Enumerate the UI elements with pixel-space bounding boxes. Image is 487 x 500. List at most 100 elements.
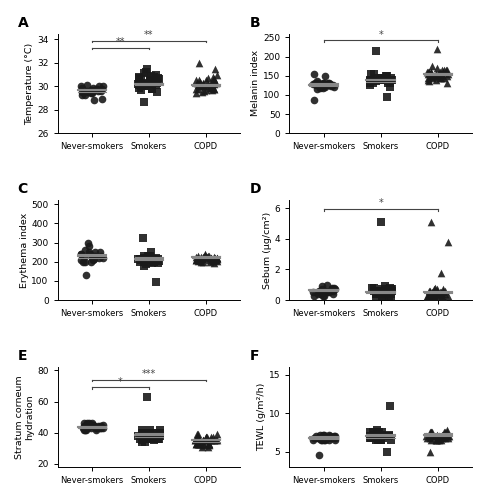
- Point: [441, 74, 449, 82]
- Point: [434, 290, 442, 298]
- Point: [140, 98, 148, 106]
- Point: [317, 288, 325, 296]
- Point: [434, 288, 442, 296]
- Point: [324, 80, 332, 88]
- Point: [424, 76, 432, 84]
- Point: [206, 258, 214, 266]
- Point: [140, 258, 148, 266]
- Point: [147, 435, 154, 443]
- Point: [386, 402, 394, 409]
- Point: [85, 88, 93, 96]
- Point: [83, 81, 91, 89]
- Point: [423, 293, 431, 301]
- Point: [199, 255, 206, 263]
- Point: [444, 238, 451, 246]
- Point: [201, 251, 208, 259]
- Point: [196, 255, 204, 263]
- Point: [88, 90, 96, 98]
- Point: [443, 66, 451, 74]
- Point: [143, 393, 150, 401]
- Point: [432, 286, 440, 294]
- Point: [436, 290, 444, 298]
- Point: [154, 435, 162, 443]
- Point: [210, 256, 218, 264]
- Point: [438, 290, 446, 298]
- Point: [97, 252, 105, 260]
- Point: [147, 79, 154, 87]
- Point: [94, 424, 101, 432]
- Point: [321, 72, 329, 80]
- Point: [211, 78, 219, 86]
- Point: [138, 426, 146, 434]
- Point: [387, 76, 394, 84]
- Point: [88, 254, 96, 262]
- Point: [94, 422, 102, 430]
- Point: [372, 290, 380, 298]
- Point: [439, 293, 447, 301]
- Point: [87, 90, 95, 98]
- Point: [439, 287, 447, 295]
- Point: [90, 252, 98, 260]
- Point: [194, 81, 202, 89]
- Point: [323, 281, 331, 289]
- Text: F: F: [249, 349, 259, 363]
- Point: [135, 84, 143, 92]
- Point: [316, 452, 323, 460]
- Point: [140, 252, 148, 260]
- Point: [371, 74, 378, 82]
- Point: [196, 255, 204, 263]
- Point: [137, 256, 145, 264]
- Point: [203, 82, 210, 90]
- Point: [331, 83, 338, 91]
- Point: [366, 78, 374, 86]
- Point: [209, 73, 217, 81]
- Point: [444, 434, 452, 442]
- Point: [207, 82, 215, 90]
- Point: [209, 76, 217, 84]
- Point: [435, 432, 443, 440]
- Point: [319, 84, 327, 92]
- Point: [387, 292, 395, 300]
- Point: [371, 432, 379, 440]
- Point: [207, 79, 215, 87]
- Point: [192, 440, 200, 448]
- Point: [376, 436, 384, 444]
- Point: [319, 430, 327, 438]
- Point: [149, 258, 156, 266]
- Point: [426, 72, 434, 80]
- Point: [427, 68, 435, 76]
- Point: [80, 426, 88, 434]
- Point: [195, 440, 203, 448]
- Point: [196, 255, 204, 263]
- Point: [200, 80, 207, 88]
- Point: [374, 436, 382, 444]
- Point: [427, 72, 434, 80]
- Point: [443, 66, 450, 74]
- Point: [427, 70, 434, 78]
- Point: [386, 78, 394, 86]
- Point: [433, 430, 441, 438]
- Point: [82, 426, 90, 434]
- Point: [142, 260, 150, 268]
- Point: [321, 83, 329, 91]
- Point: [432, 290, 440, 298]
- Point: [93, 426, 100, 434]
- Point: [146, 255, 154, 263]
- Point: [382, 76, 390, 84]
- Point: [151, 257, 159, 265]
- Point: [310, 70, 318, 78]
- Point: [384, 78, 392, 86]
- Point: [192, 76, 200, 84]
- Point: [81, 258, 89, 266]
- Point: [330, 284, 338, 292]
- Point: [425, 290, 432, 298]
- Point: [319, 292, 327, 300]
- Point: [136, 435, 144, 443]
- Point: [366, 434, 374, 442]
- Point: [388, 76, 395, 84]
- Point: [139, 428, 147, 436]
- Point: [309, 288, 317, 296]
- Point: [309, 80, 317, 88]
- Point: [136, 258, 144, 266]
- Point: [198, 88, 206, 96]
